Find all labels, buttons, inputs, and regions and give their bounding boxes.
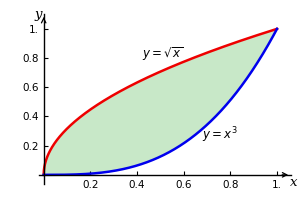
Text: y: y [34, 8, 42, 21]
Text: $y = \sqrt{x}$: $y = \sqrt{x}$ [142, 45, 183, 63]
Text: $y = x^3$: $y = x^3$ [202, 126, 238, 145]
Text: x: x [290, 176, 297, 189]
